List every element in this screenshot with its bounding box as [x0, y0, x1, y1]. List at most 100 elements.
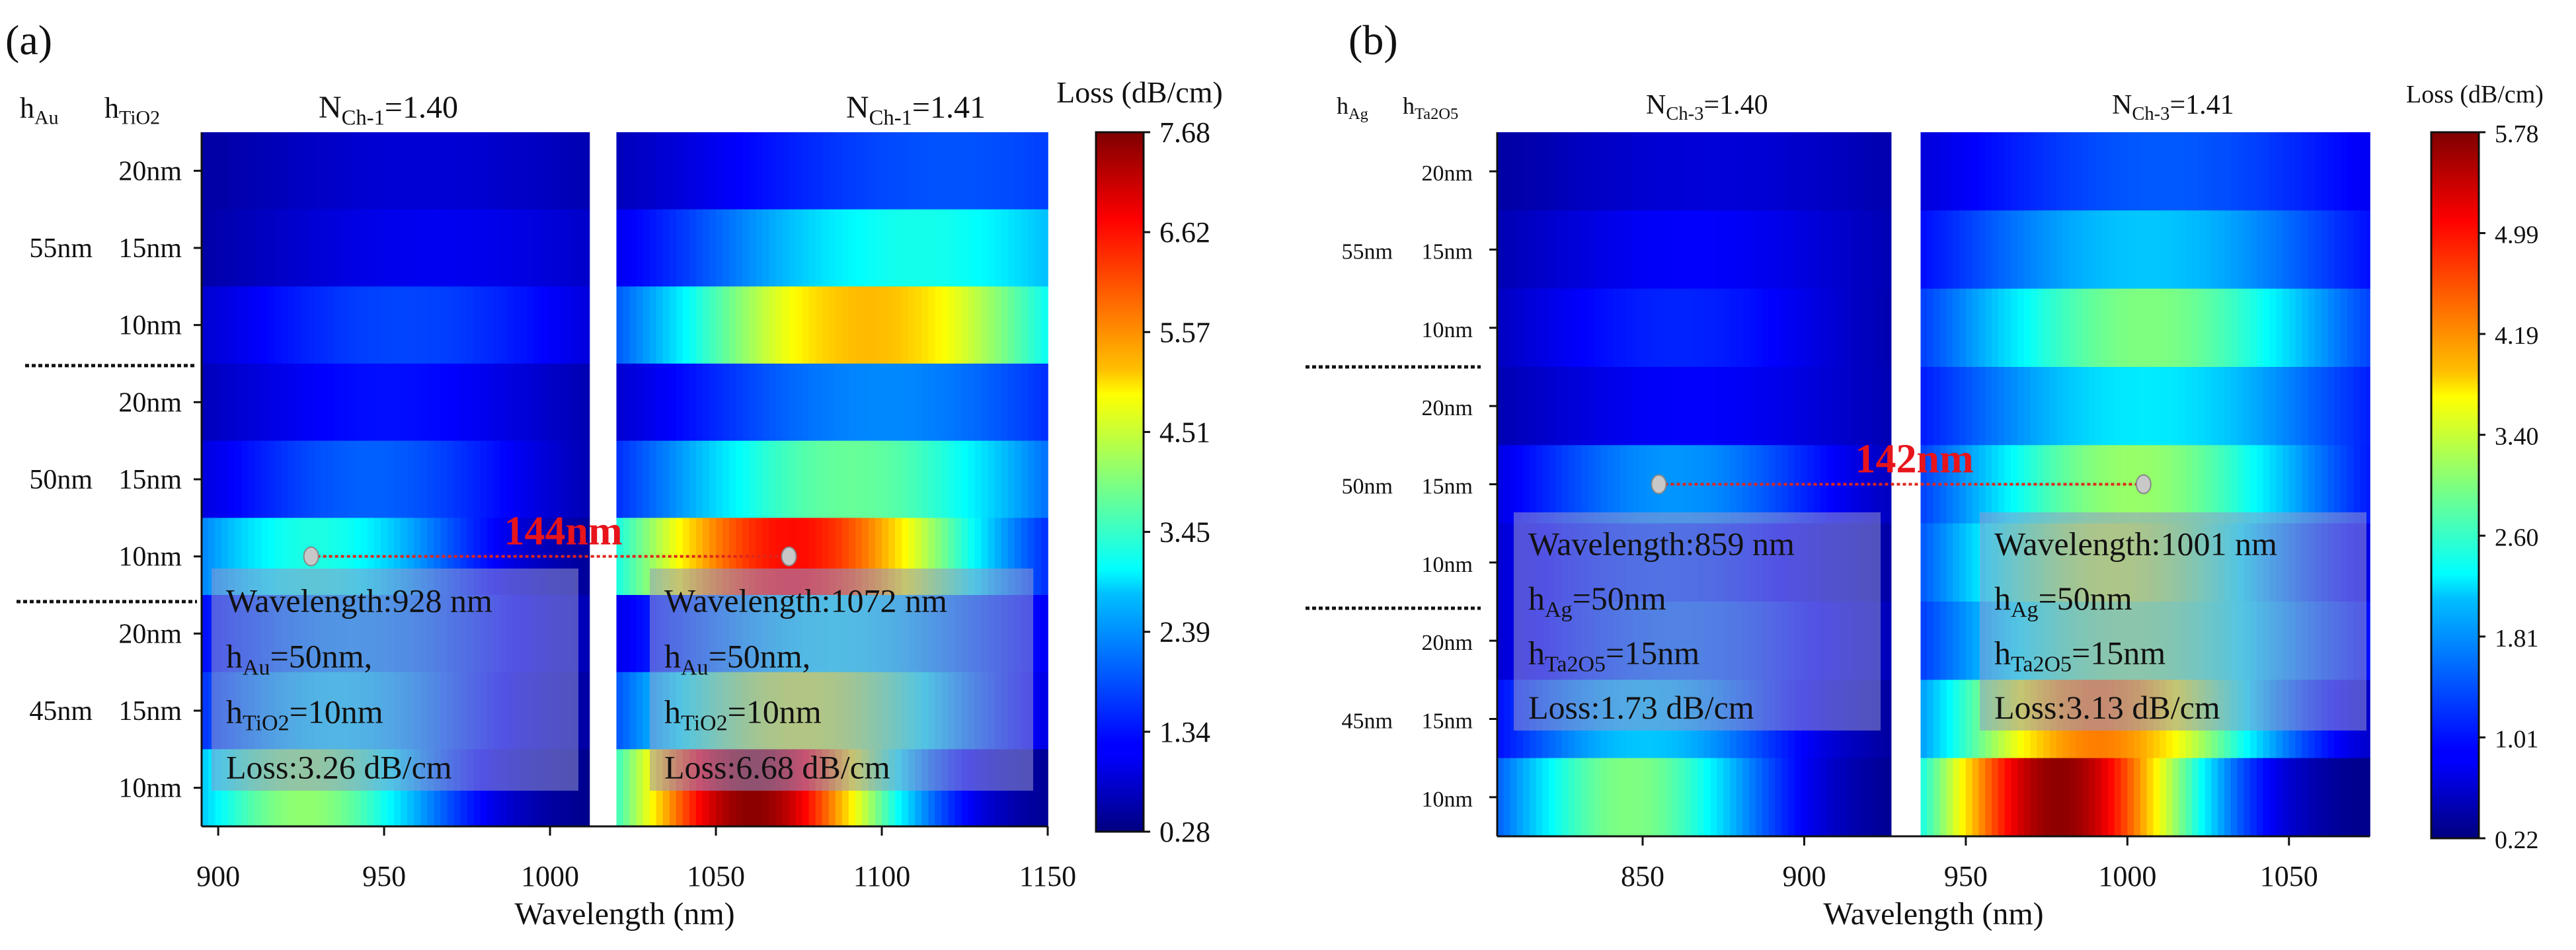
heatmap-cell: [360, 440, 368, 518]
heatmap-cell: [1927, 288, 1934, 368]
heatmap-cell: [1939, 367, 1947, 446]
colorbar: [2430, 131, 2480, 840]
heatmap-cell: [729, 364, 736, 442]
heatmap-cell: [1794, 210, 1802, 290]
heatmap-cell: [948, 364, 956, 442]
heatmap-cell: [915, 132, 923, 210]
heatmap-cell: [822, 286, 830, 364]
heatmap-cell: [381, 209, 388, 287]
heatmap-cell: [1587, 758, 1595, 837]
heatmap-cell: [2263, 367, 2271, 446]
heatmap-cell: [1575, 132, 1582, 211]
group-label: 45nm: [29, 696, 93, 727]
heatmap-cell: [347, 518, 355, 596]
heatmap-cell: [2314, 132, 2322, 211]
heatmap-cell: [513, 440, 521, 518]
heatmap-cell: [1768, 758, 1776, 837]
heatmap-cell: [221, 364, 229, 442]
heatmap-cell: [974, 132, 982, 210]
heatmap-cell: [520, 364, 527, 442]
heatmap-cell: [1742, 758, 1750, 837]
heatmap-cell: [1659, 758, 1666, 837]
heatmap-cell: [808, 518, 816, 596]
heatmap-cell: [676, 132, 683, 210]
heatmap-cell: [1536, 445, 1543, 524]
heatmap-cell: [695, 440, 703, 518]
heatmap-cell: [1691, 288, 1698, 368]
heatmap-cell: [1594, 288, 1602, 368]
heatmap-cell: [1852, 758, 1860, 837]
heatmap-cell: [1933, 758, 1941, 837]
heatmap-cell: [1885, 288, 1893, 368]
heatmap-cell: [2153, 445, 2161, 524]
heatmap-cell: [340, 209, 348, 287]
heatmap-cell: [2037, 367, 2045, 446]
heatmap-cell: [447, 440, 455, 518]
heatmap-cell: [500, 132, 508, 210]
heatmap-cell: [473, 132, 481, 210]
heatmap-cell: [981, 440, 989, 518]
colorbar-tick-label: 1.01: [2495, 725, 2539, 753]
heatmap-cell: [2353, 445, 2361, 524]
heatmap-cell: [1645, 288, 1653, 368]
shift-label: 142nm: [1855, 437, 1974, 482]
heatmap-cell: [1007, 364, 1015, 442]
heatmap-cell: [367, 209, 375, 287]
heatmap-cell: [2069, 445, 2076, 524]
heatmap-cell: [961, 132, 969, 210]
heatmap-cell: [254, 209, 262, 287]
heatmap-cell: [427, 440, 435, 518]
heatmap-cell: [2283, 445, 2290, 524]
heatmap-cell: [1626, 445, 1634, 524]
heatmap-cell: [1510, 680, 1518, 759]
heatmap-cell: [1607, 288, 1614, 368]
heatmap-cell: [2321, 288, 2329, 368]
heatmap-cell: [1633, 132, 1640, 211]
heatmap-cell: [955, 364, 962, 442]
heatmap-cell: [215, 364, 222, 442]
x-tick-label: 900: [196, 860, 240, 892]
heatmap-cell: [2314, 367, 2322, 446]
heatmap-cell: [288, 132, 295, 210]
heatmap-cell: [420, 132, 428, 210]
heatmap-cell: [2347, 445, 2355, 524]
heatmap-cell: [1626, 758, 1634, 837]
heatmap-cell: [2256, 132, 2264, 211]
heatmap-cell: [815, 440, 823, 518]
heatmap-cell: [649, 209, 657, 287]
heatmap-cell: [2004, 445, 2012, 524]
heatmap-cell: [2341, 367, 2348, 446]
heatmap-cell: [1920, 680, 1928, 759]
heatmap-cell: [669, 364, 677, 442]
heatmap-cell: [855, 132, 863, 210]
heatmap-cell: [1946, 132, 1954, 211]
heatmap-cell: [689, 132, 697, 210]
heatmap-cell: [716, 518, 723, 596]
heatmap-cell: [221, 286, 229, 364]
heatmap-cell: [961, 440, 969, 518]
x-tick-label: 950: [362, 860, 406, 892]
heatmap-cell: [467, 286, 475, 364]
heatmap-cell: [974, 518, 982, 596]
heatmap-cell: [941, 364, 949, 442]
heatmap-cell: [729, 286, 736, 364]
heatmap-cell: [629, 749, 637, 827]
heatmap-cell: [1775, 367, 1783, 446]
heatmap-cell: [427, 286, 435, 364]
heatmap-cell: [1717, 210, 1725, 290]
heatmap-cell: [2314, 288, 2322, 368]
heatmap-cell: [1034, 595, 1042, 673]
heatmap-cell: [2230, 758, 2238, 837]
heatmap-cell: [822, 364, 830, 442]
heatmap-cell: [1620, 445, 1627, 524]
heatmap-cell: [347, 209, 355, 287]
heatmap-cell: [307, 364, 315, 442]
row-label: 10nm: [118, 311, 182, 341]
heatmap-cell: [354, 132, 362, 210]
annotation-metal: hAg=50nm: [1994, 580, 2132, 622]
heatmap-cell: [1014, 132, 1022, 210]
heatmap-cell: [440, 440, 448, 518]
heatmap-cell: [1607, 210, 1614, 290]
heatmap-cell: [1691, 132, 1698, 211]
heatmap-cell: [414, 286, 422, 364]
